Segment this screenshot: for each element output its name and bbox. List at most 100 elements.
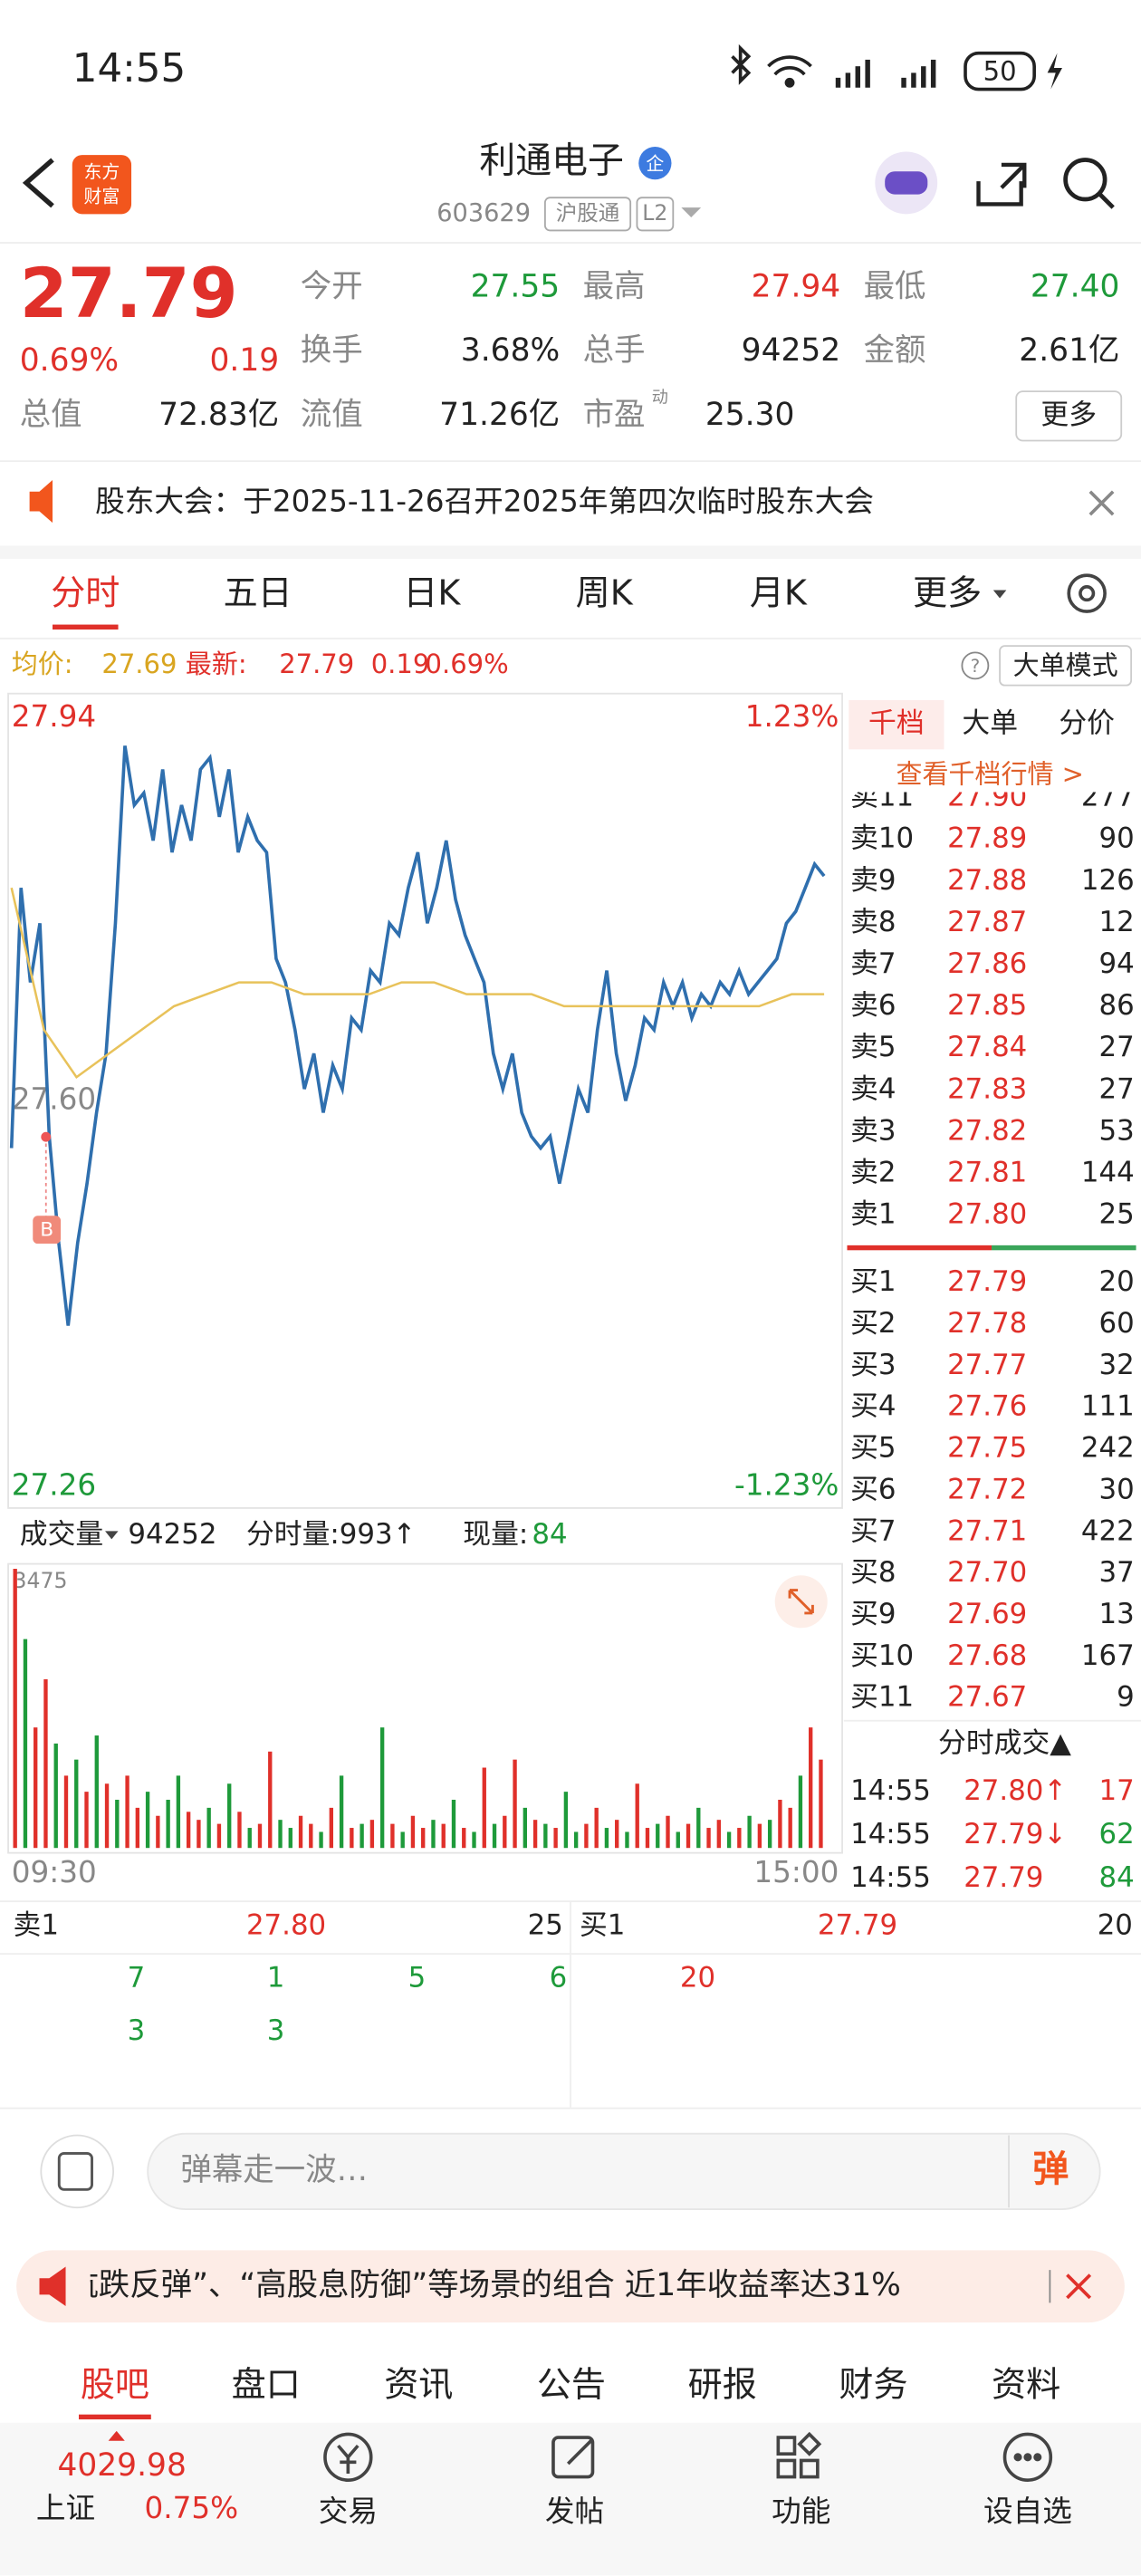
dropdown[interactable] bbox=[681, 207, 702, 217]
info-change: 0.19 bbox=[371, 649, 430, 679]
comment-icon[interactable] bbox=[40, 2134, 114, 2209]
volume-bar bbox=[563, 1792, 569, 1849]
tab[interactable]: 月K bbox=[750, 572, 808, 612]
ob-price: 27.72 bbox=[947, 1473, 1027, 1505]
pe-note: 动 bbox=[652, 388, 668, 407]
volume-bar bbox=[257, 1823, 263, 1849]
tag-box bbox=[636, 197, 675, 232]
comment-icon-shape bbox=[57, 2151, 93, 2191]
ob-price: 27.79 bbox=[947, 1265, 1027, 1298]
nav-item[interactable]: 交易 bbox=[319, 2494, 378, 2528]
ob-tab[interactable]: 大单 bbox=[962, 707, 1018, 740]
comment-placeholder[interactable]: 弹幕走一波… bbox=[180, 2152, 368, 2188]
ob-link[interactable]: 查看千档行情 > bbox=[896, 758, 1084, 789]
current-volume: 84 bbox=[532, 1518, 567, 1551]
trade-price: 27.79 bbox=[964, 1861, 1043, 1894]
volume-bar bbox=[186, 1812, 191, 1849]
index-name[interactable]: 上证 bbox=[36, 2491, 95, 2525]
mode-button[interactable] bbox=[999, 645, 1133, 687]
ob-volume: 27 bbox=[1099, 1072, 1135, 1105]
bottom-tab[interactable]: 资料 bbox=[992, 2364, 1060, 2404]
stock-name: 利通电子 bbox=[479, 140, 624, 182]
ob-volume: 144 bbox=[1081, 1157, 1135, 1189]
banner-text[interactable]: 抗跌反弹”、“高股息防御”等场景的组合 近1年收益率达31% bbox=[67, 2267, 901, 2303]
nav-item[interactable]: 设自选 bbox=[983, 2494, 1072, 2528]
ob-price: 27.84 bbox=[947, 1031, 1027, 1063]
speaker bbox=[29, 480, 53, 524]
close-notice[interactable] bbox=[1088, 490, 1115, 516]
more-button[interactable] bbox=[1015, 390, 1123, 442]
help[interactable] bbox=[961, 651, 990, 680]
tab[interactable]: 五日 bbox=[224, 572, 292, 612]
notice[interactable]: 股东大会：于2025-11-26召开2025年第四次临时股东大会 bbox=[95, 484, 874, 518]
volume-bar bbox=[329, 1807, 334, 1849]
volume-bar bbox=[819, 1759, 823, 1849]
share[interactable] bbox=[976, 162, 1027, 207]
trade-price: 27.79↓ bbox=[964, 1818, 1067, 1850]
bottom-tab[interactable]: 股吧 bbox=[81, 2364, 149, 2404]
mode[interactable]: 大单模式 bbox=[1013, 650, 1118, 681]
sell-order: 1 bbox=[267, 1962, 285, 1994]
bottom-tab[interactable]: 资讯 bbox=[384, 2364, 453, 2404]
ob-volume: 60 bbox=[1099, 1307, 1135, 1340]
volume-bar bbox=[798, 1775, 803, 1849]
nav-icons bbox=[323, 2431, 1053, 2483]
info-avg: 27.69 bbox=[101, 649, 177, 679]
trade-time: 14:55 bbox=[850, 1774, 931, 1807]
trades-title[interactable]: 分时成交▲ bbox=[938, 1727, 1071, 1760]
ob-volume: 167 bbox=[1081, 1639, 1135, 1672]
ob-level: 买9 bbox=[850, 1598, 896, 1630]
bottom-tab[interactable]: 财务 bbox=[839, 2364, 907, 2404]
ob-level: 买4 bbox=[850, 1390, 896, 1423]
field-value: 27.94 bbox=[752, 268, 841, 304]
back-button[interactable] bbox=[22, 158, 54, 208]
banner-bg[interactable] bbox=[16, 2250, 1125, 2323]
volume-bar bbox=[176, 1775, 181, 1849]
tab[interactable]: 周K bbox=[576, 572, 634, 612]
nav-item[interactable]: 发帖 bbox=[545, 2494, 604, 2528]
ob-tab[interactable]: 千档 bbox=[868, 707, 925, 740]
bottom-tab[interactable]: 研报 bbox=[688, 2364, 757, 2404]
ob-level: 卖5 bbox=[850, 1031, 896, 1063]
banner-close[interactable] bbox=[1066, 2273, 1092, 2300]
volume-bar bbox=[350, 1828, 354, 1849]
divider bbox=[0, 1900, 1141, 1903]
logo-text: 财富 bbox=[83, 186, 120, 207]
x-tick-label: 15:00 bbox=[753, 1855, 839, 1889]
divider bbox=[570, 1902, 571, 2108]
comment-input[interactable] bbox=[147, 2132, 1101, 2210]
ob-price: 27.76 bbox=[947, 1390, 1027, 1423]
volume-bar bbox=[166, 1800, 170, 1849]
tab-underline bbox=[79, 2414, 151, 2420]
ob-price: 27.87 bbox=[947, 906, 1027, 938]
volume-bar bbox=[645, 1828, 650, 1849]
volume-label[interactable]: 成交量 bbox=[20, 1518, 103, 1551]
ob-volume: 27 bbox=[1099, 1031, 1135, 1063]
ob-volume: 111 bbox=[1081, 1390, 1135, 1423]
danmaku-button[interactable]: 弹 bbox=[1032, 2148, 1069, 2190]
ob-level: 买11 bbox=[850, 1681, 914, 1714]
ob-tab[interactable]: 分价 bbox=[1059, 707, 1115, 740]
index-change[interactable]: 0.75% bbox=[145, 2491, 239, 2525]
settings[interactable] bbox=[1067, 573, 1107, 613]
more-label[interactable]: 更多 bbox=[1040, 399, 1097, 431]
bottom-tab[interactable]: 公告 bbox=[537, 2364, 606, 2404]
ob-price: 27.75 bbox=[947, 1432, 1027, 1465]
field-value: 27.40 bbox=[1031, 268, 1120, 304]
tab[interactable]: 更多 bbox=[913, 572, 982, 612]
volume-bar bbox=[513, 1759, 517, 1849]
volume-bar bbox=[197, 1820, 201, 1849]
search[interactable] bbox=[1063, 158, 1115, 209]
bottom-tab[interactable]: 盘口 bbox=[232, 2364, 301, 2404]
tab[interactable]: 分时 bbox=[51, 572, 120, 612]
volume-bar bbox=[115, 1800, 120, 1849]
change-pct: 0.69% bbox=[20, 342, 119, 379]
index-value[interactable]: 4029.98 bbox=[57, 2447, 186, 2484]
volume-bar bbox=[604, 1828, 609, 1849]
divider bbox=[1049, 2270, 1051, 2303]
nav-item[interactable]: 功能 bbox=[772, 2494, 830, 2528]
field-label: 市盈 bbox=[583, 397, 646, 433]
volume-bar bbox=[696, 1807, 701, 1849]
tab[interactable]: 日K bbox=[403, 572, 461, 612]
